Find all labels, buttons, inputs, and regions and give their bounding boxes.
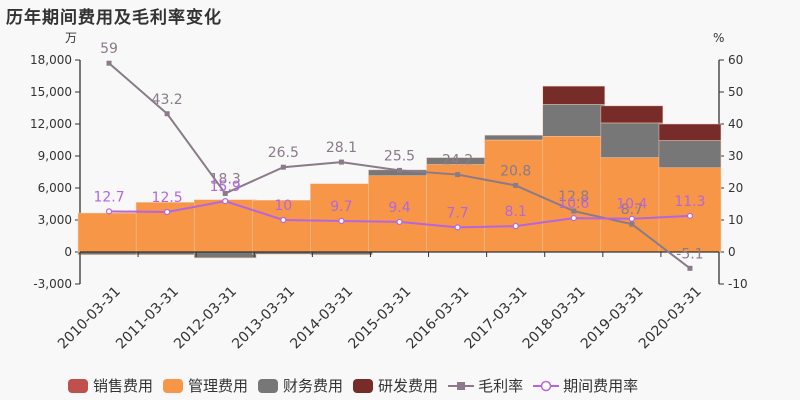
svg-text:28.1: 28.1 [326, 140, 357, 156]
svg-text:10: 10 [728, 213, 743, 227]
svg-text:6,000: 6,000 [38, 181, 72, 195]
svg-text:24.2: 24.2 [442, 153, 473, 169]
legend-swatch [353, 378, 374, 393]
svg-text:0: 0 [728, 245, 736, 259]
svg-text:12,000: 12,000 [30, 117, 72, 131]
svg-text:59: 59 [100, 41, 118, 57]
svg-text:8.7: 8.7 [621, 202, 643, 218]
svg-text:8.1: 8.1 [505, 204, 527, 220]
svg-text:12.5: 12.5 [152, 190, 183, 206]
bar-segment[interactable] [252, 200, 315, 253]
bar-segment[interactable] [600, 157, 664, 253]
svg-text:9.7: 9.7 [330, 199, 352, 215]
legend: 销售费用 管理费用 财务费用 研发费用 毛利率 期间费用率 [68, 375, 648, 396]
legend-swatch [68, 378, 88, 393]
svg-text:-3,000: -3,000 [33, 277, 72, 291]
bar-segment[interactable] [658, 123, 722, 141]
bar-segment[interactable] [77, 212, 141, 253]
legend-label: 研发费用 [378, 377, 439, 395]
svg-text:12.8: 12.8 [558, 189, 589, 205]
legend-item-gross-margin[interactable]: 毛利率 [448, 375, 523, 396]
svg-text:30: 30 [728, 149, 743, 163]
svg-text:60: 60 [728, 53, 743, 67]
bar-segment[interactable] [600, 122, 664, 158]
bar-segment[interactable] [658, 167, 722, 253]
svg-text:18.3: 18.3 [210, 171, 241, 187]
legend-label: 销售费用 [93, 377, 154, 395]
svg-text:10.6: 10.6 [558, 196, 589, 212]
svg-text:0: 0 [64, 245, 72, 259]
svg-text:15,000: 15,000 [30, 85, 72, 99]
svg-text:20.8: 20.8 [500, 163, 531, 179]
legend-item-admin[interactable]: 管理费用 [163, 375, 248, 396]
svg-text:%: % [713, 31, 724, 45]
bar-segment[interactable] [484, 134, 547, 141]
legend-item-finance[interactable]: 财务费用 [258, 375, 343, 396]
legend-label: 期间费用率 [563, 377, 639, 395]
bar-segment[interactable] [193, 251, 257, 259]
svg-text:7.7: 7.7 [446, 205, 468, 221]
bar-segment[interactable] [600, 105, 664, 124]
bar-segment[interactable] [542, 104, 606, 137]
bar-segment[interactable] [542, 136, 606, 253]
legend-label: 财务费用 [283, 377, 344, 395]
legend-swatch [258, 378, 279, 393]
bar-segment[interactable] [484, 139, 547, 253]
svg-text:10.4: 10.4 [616, 197, 647, 213]
svg-text:12.7: 12.7 [93, 189, 124, 205]
svg-text:50: 50 [728, 85, 743, 99]
legend-swatch [163, 378, 184, 393]
svg-text:43.2: 43.2 [152, 92, 183, 108]
svg-text:26.5: 26.5 [268, 145, 299, 161]
legend-label: 管理费用 [188, 377, 249, 395]
legend-item-sales[interactable]: 销售费用 [68, 375, 153, 396]
bar-segment[interactable] [368, 175, 431, 253]
legend-label: 毛利率 [478, 377, 524, 395]
svg-text:15.9: 15.9 [210, 179, 241, 195]
svg-text:-5.1: -5.1 [676, 246, 703, 262]
bar-segment[interactable] [542, 85, 606, 105]
svg-text:10: 10 [274, 198, 292, 214]
svg-text:9.4: 9.4 [388, 200, 410, 216]
line-circle-marker-icon [533, 380, 560, 391]
svg-text:3,000: 3,000 [38, 213, 72, 227]
chart-title: 历年期间费用及毛利率变化 [6, 8, 222, 28]
svg-text:11.3: 11.3 [674, 194, 705, 210]
svg-text:25.5: 25.5 [384, 148, 415, 164]
svg-text:40: 40 [728, 117, 743, 131]
svg-text:2020-03-31: 2020-03-31 [636, 284, 705, 353]
svg-text:-10: -10 [728, 277, 748, 291]
svg-text:20: 20 [728, 181, 743, 195]
svg-text:万: 万 [65, 31, 77, 45]
legend-item-rnd[interactable]: 研发费用 [353, 375, 438, 396]
legend-item-expense-ratio[interactable]: 期间费用率 [533, 375, 638, 396]
svg-text:9,000: 9,000 [38, 149, 72, 163]
bar-segment[interactable] [658, 140, 722, 168]
line-square-marker-icon [448, 381, 475, 390]
svg-text:18,000: 18,000 [30, 53, 72, 67]
